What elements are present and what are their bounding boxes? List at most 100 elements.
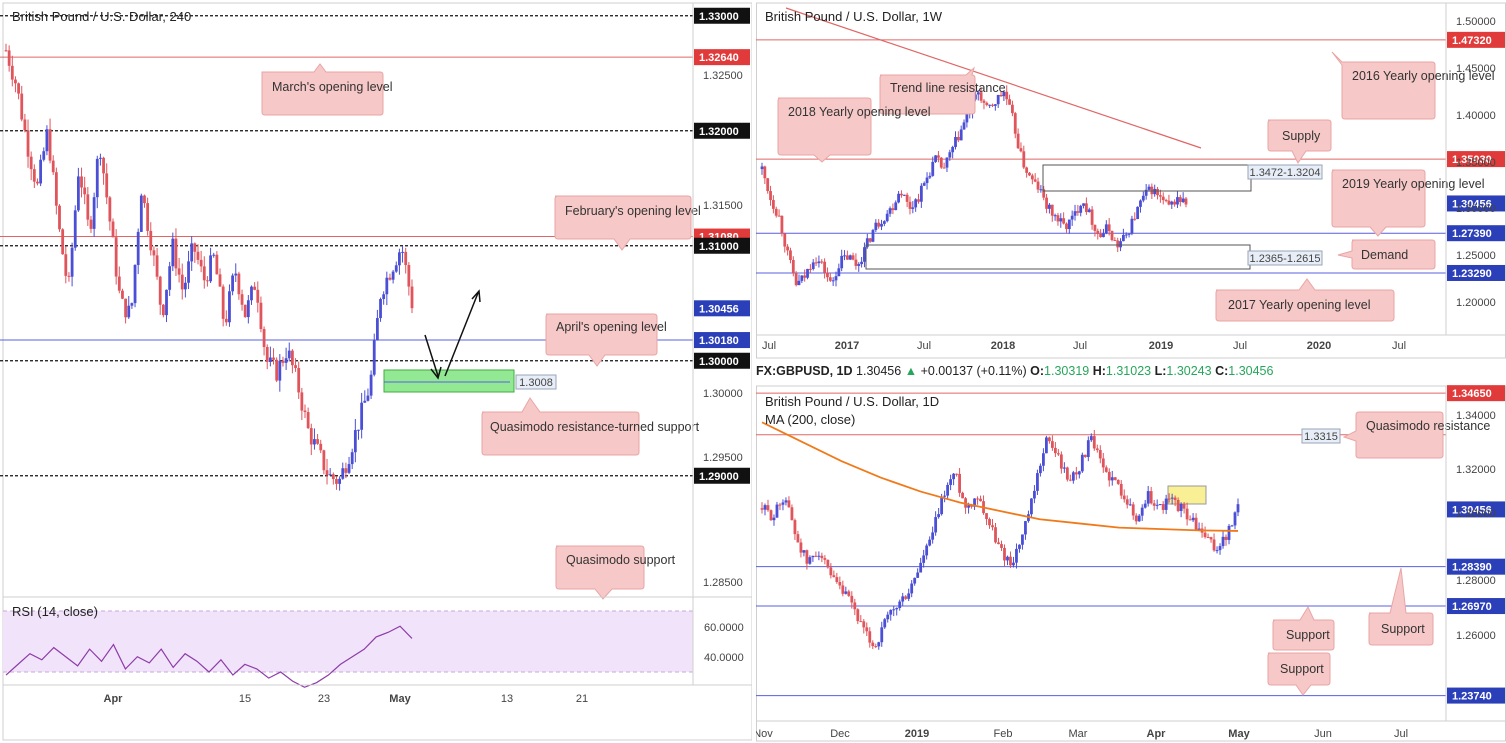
candle-body-129 (410, 286, 414, 309)
candle-body-144 (1191, 517, 1195, 521)
last-price-tag-label: 1.30456 (699, 303, 739, 315)
candle-body-155 (1224, 536, 1228, 540)
x-tick-7: 2020 (1307, 340, 1331, 352)
candle-body-62 (937, 155, 940, 158)
candle-body-19 (817, 555, 821, 557)
y-tick-0: 1.28500 (703, 577, 743, 589)
candle-body-78 (982, 100, 986, 103)
candle-body-1 (763, 505, 767, 510)
chart-1w-title: British Pound / U.S. Dollar, 1W (765, 9, 943, 24)
candle-body-60 (931, 161, 935, 176)
candle-body-47 (152, 250, 156, 256)
candle-body-60 (193, 243, 197, 252)
candle-body-73 (979, 498, 982, 502)
candle-body-42 (886, 614, 890, 620)
level-tag-1 (694, 49, 750, 66)
candle-body-87 (1021, 534, 1024, 545)
candle-body-151 (1212, 539, 1216, 551)
rsi-tick-40: 40.0000 (704, 652, 744, 664)
candle-body-15 (803, 275, 807, 278)
candle-body-32 (851, 255, 855, 260)
candle-body-66 (948, 152, 952, 158)
candle-body-10 (36, 181, 39, 184)
candle-body-68 (954, 137, 957, 147)
candle-body-113 (1098, 450, 1102, 459)
candle-body-49 (900, 193, 903, 196)
candle-body-63 (202, 266, 206, 281)
candle-body-12 (794, 273, 798, 286)
candle-body-24 (828, 277, 832, 281)
x-tick-0: Jul (762, 340, 776, 352)
x-tick-2: Jul (917, 340, 931, 352)
candle-body-141 (1182, 503, 1186, 509)
y-tick-3: 1.28000 (1456, 575, 1496, 587)
level-tag-3 (1447, 264, 1505, 281)
high-label: H: (1092, 364, 1106, 378)
candle-body-89 (1013, 113, 1017, 134)
candle-body-130 (1149, 491, 1153, 504)
x-tick-1: Dec (830, 728, 850, 740)
candle-body-58 (925, 177, 929, 184)
candle-body-40 (130, 303, 134, 306)
callout-quasimodo-rts: Quasimodo resistance-turned support (481, 397, 700, 456)
candle-body-65 (955, 473, 958, 475)
candle-body-25 (831, 280, 835, 282)
candle-body-106 (1062, 218, 1066, 224)
y-tick-3: 1.35000 (1456, 157, 1496, 169)
svg-text:Trend line resistance: Trend line resistance (890, 81, 1006, 95)
candle-body-30 (845, 255, 849, 260)
low-label: L: (1154, 364, 1167, 378)
chart-240[interactable]: 1.330001.326401.320001.310801.310001.301… (0, 0, 752, 743)
y-tick-2: 1.40000 (1456, 110, 1496, 122)
candle-body-54 (174, 238, 178, 269)
candle-body-103 (1068, 479, 1072, 481)
candle-body-98 (313, 439, 316, 445)
candle-body-97 (309, 428, 313, 445)
candle-body-85 (1015, 548, 1018, 563)
candle-body-35 (114, 237, 118, 277)
candle-body-15 (51, 160, 55, 173)
candle-body-29 (847, 591, 851, 596)
candle-body-55 (917, 199, 920, 202)
candle-body-30 (99, 157, 102, 159)
x-tick-4: Jul (1073, 340, 1087, 352)
candle-body-117 (1093, 224, 1097, 231)
candle-body-43 (139, 195, 143, 232)
candle-body-152 (1215, 550, 1219, 552)
last-price-tag (694, 300, 750, 317)
candle-body-6 (23, 119, 27, 131)
chart-1w[interactable]: 1.47320 1.35030 1.27390 1.23290 1.30456 1.500… (756, 0, 1506, 360)
candle-body-124 (1113, 240, 1117, 242)
candle-body-125 (1116, 240, 1120, 248)
callout-support-1-text: Support (1286, 628, 1330, 642)
candle-body-132 (1155, 504, 1159, 506)
candle-body-80 (1000, 544, 1003, 548)
callout-2017-text: 2017 Yearly opening level (1228, 298, 1370, 312)
candle-body-39 (877, 642, 881, 647)
candle-body-13 (797, 280, 801, 286)
candle-body-115 (366, 395, 370, 401)
candle-body-128 (407, 265, 411, 287)
candle-body-63 (939, 157, 943, 168)
candle-body-82 (993, 104, 997, 106)
candle-body-72 (976, 498, 979, 500)
candle-body-56 (928, 539, 932, 546)
candle-body-42 (880, 223, 883, 227)
candle-body-90 (1030, 498, 1033, 515)
candle-body-5 (774, 208, 778, 216)
candle-body-34 (857, 264, 861, 266)
low-value: 1.30243 (1166, 364, 1212, 378)
callout-demand-text: Demand (1361, 248, 1408, 262)
candle-body-3 (769, 191, 772, 201)
level-tag-4 (694, 237, 750, 254)
candle-body-22 (73, 210, 77, 248)
candle-body-63 (949, 479, 953, 485)
callout-support-3: Support (1267, 652, 1331, 696)
chart-1d[interactable]: 1.34650 1.28390 1.26970 1.23740 1.30456 1.340… (756, 385, 1506, 743)
candle-body-53 (171, 238, 175, 267)
candle-body-77 (246, 300, 250, 318)
candle-body-48 (897, 193, 900, 203)
candle-body-33 (108, 197, 112, 222)
candle-body-13 (45, 129, 49, 152)
candle-body-122 (1125, 499, 1129, 505)
